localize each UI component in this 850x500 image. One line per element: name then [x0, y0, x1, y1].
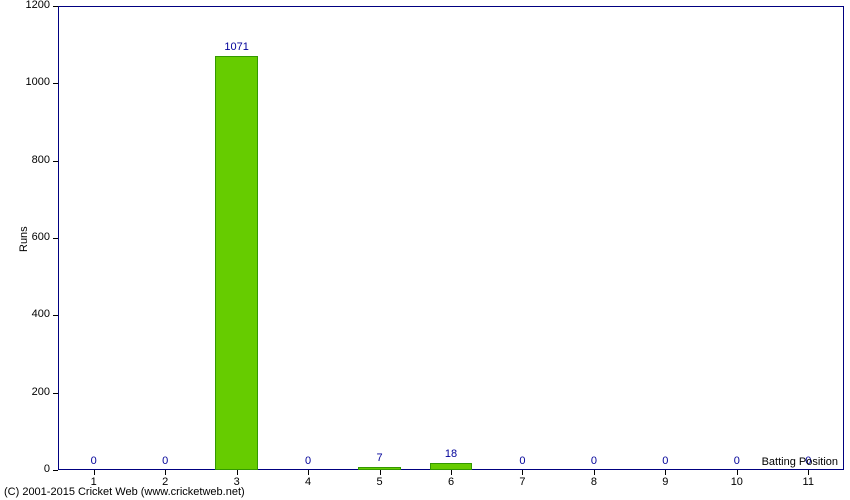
y-tick-label: 800 — [10, 154, 50, 166]
x-tick — [94, 470, 95, 475]
x-tick-label: 10 — [722, 476, 752, 488]
y-tick — [53, 238, 58, 239]
x-tick-label: 4 — [293, 476, 323, 488]
x-tick — [165, 470, 166, 475]
x-tick — [380, 470, 381, 475]
bar-value-label: 0 — [640, 455, 690, 467]
bar — [430, 463, 473, 470]
bar-value-label: 0 — [569, 455, 619, 467]
y-tick — [53, 161, 58, 162]
bar-value-label: 0 — [283, 455, 333, 467]
x-tick — [594, 470, 595, 475]
x-tick — [522, 470, 523, 475]
bar-value-label: 0 — [69, 455, 119, 467]
x-tick-label: 9 — [650, 476, 680, 488]
plot-border — [58, 6, 844, 470]
y-tick-label: 400 — [10, 308, 50, 320]
y-tick-label: 1200 — [10, 0, 50, 11]
y-tick — [53, 6, 58, 7]
y-tick — [53, 470, 58, 471]
x-tick — [665, 470, 666, 475]
bar — [215, 56, 258, 470]
x-tick-label: 11 — [793, 476, 823, 488]
x-tick-label: 7 — [507, 476, 537, 488]
bar-value-label: 1071 — [212, 41, 262, 53]
y-tick-label: 600 — [10, 231, 50, 243]
x-tick-label: 8 — [579, 476, 609, 488]
copyright-text: (C) 2001-2015 Cricket Web (www.cricketwe… — [4, 486, 245, 498]
y-tick — [53, 83, 58, 84]
x-tick — [308, 470, 309, 475]
y-tick — [53, 393, 58, 394]
bar-value-label: 0 — [140, 455, 190, 467]
y-tick-label: 200 — [10, 386, 50, 398]
bar-value-label: 0 — [712, 455, 762, 467]
x-tick — [451, 470, 452, 475]
y-tick-label: 1000 — [10, 76, 50, 88]
x-tick-label: 5 — [365, 476, 395, 488]
x-tick — [808, 470, 809, 475]
y-tick — [53, 315, 58, 316]
x-axis-title: Batting Position — [762, 456, 838, 468]
bar-value-label: 18 — [426, 448, 476, 460]
bar-value-label: 7 — [355, 452, 405, 464]
y-tick-label: 0 — [10, 463, 50, 475]
x-tick-label: 6 — [436, 476, 466, 488]
x-tick — [737, 470, 738, 475]
chart-container: 020040060080010001200Runs102031071405761… — [0, 0, 850, 500]
x-tick — [237, 470, 238, 475]
y-axis-title: Runs — [18, 226, 30, 252]
bar-value-label: 0 — [497, 455, 547, 467]
bar — [358, 467, 401, 470]
